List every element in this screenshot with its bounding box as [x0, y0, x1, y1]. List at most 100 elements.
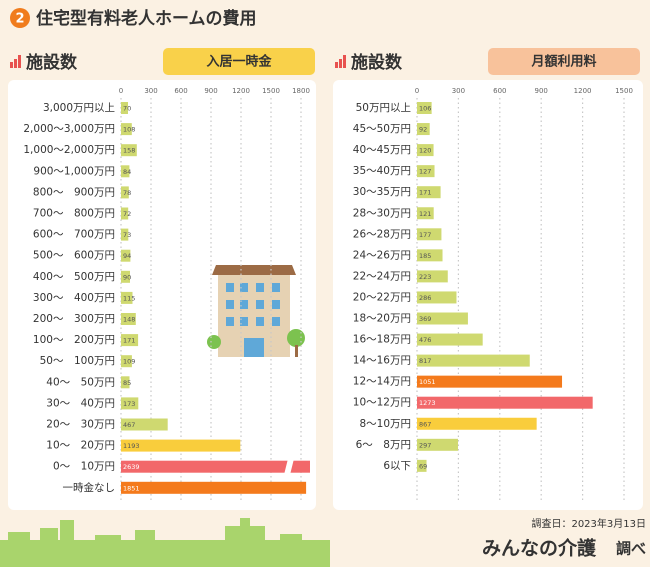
category-label: 18～20万円 — [353, 313, 411, 325]
bar — [417, 459, 427, 472]
title-box — [163, 48, 315, 75]
value-label: 120 — [419, 147, 431, 155]
category-label: 300～ 400万円 — [33, 292, 115, 304]
heading-icon — [339, 59, 342, 68]
bar — [121, 165, 130, 178]
category-label: 2,000～3,000万円 — [23, 123, 115, 135]
bar — [417, 375, 563, 388]
category-label: 50～ 100万円 — [40, 355, 115, 367]
bar — [121, 418, 168, 431]
category-label: 6以下 — [383, 460, 411, 472]
bar — [121, 102, 128, 114]
bar — [417, 333, 483, 346]
category-label: 800～ 900万円 — [33, 186, 115, 198]
category-label: 8～10万円 — [359, 418, 411, 430]
category-label: 45～50万円 — [353, 123, 411, 135]
x-tick-label: 900 — [535, 87, 548, 95]
value-label: 90 — [123, 273, 131, 281]
x-tick-label: 0 — [119, 87, 123, 95]
value-label: 171 — [123, 337, 135, 345]
bars — [121, 102, 310, 494]
category-label: 20～ 30万円 — [46, 419, 115, 431]
value-label: 72 — [123, 210, 131, 218]
value-label: 297 — [419, 441, 431, 449]
value-label: 817 — [419, 357, 431, 365]
page-title: 住宅型有料老人ホームの費用 — [36, 8, 257, 29]
bar — [417, 312, 468, 325]
badge-circle — [10, 8, 30, 28]
chart-title: 月額利用料 — [530, 54, 596, 70]
x-tick-label: 1200 — [232, 87, 250, 95]
category-label: 0～ 10万円 — [53, 461, 115, 473]
heading-icon — [14, 59, 17, 68]
category-label: 30～ 40万円 — [46, 397, 115, 409]
value-label: 109 — [123, 358, 135, 366]
bar-chart: 施設数 月額利用料 0 300 600 900 1200 1500 50万円以上 106 45～50… — [335, 48, 640, 500]
building-illustration — [207, 265, 305, 357]
x-tick-label: 600 — [493, 87, 506, 95]
bar — [121, 228, 129, 241]
value-label: 185 — [419, 252, 431, 260]
category-label: 500～ 600万円 — [33, 250, 115, 262]
value-label: 1851 — [123, 484, 140, 492]
category-label: 35～40万円 — [353, 165, 411, 177]
value-label: 1273 — [419, 399, 436, 407]
category-label: 28～30万円 — [353, 207, 411, 219]
category-label: 20～22万円 — [353, 291, 411, 303]
bar — [121, 207, 129, 220]
bar-break — [284, 458, 294, 475]
x-tick-label: 1500 — [262, 87, 280, 95]
bar — [121, 376, 130, 389]
title-box — [488, 48, 640, 75]
value-label: 108 — [123, 126, 135, 134]
category-label: 200～ 300万円 — [33, 313, 115, 325]
value-label: 467 — [123, 421, 135, 429]
x-tick-label: 1500 — [615, 87, 633, 95]
value-label: 369 — [419, 315, 431, 323]
value-label: 177 — [419, 231, 431, 239]
bar — [417, 165, 435, 178]
bar — [121, 439, 241, 452]
bar — [417, 270, 448, 283]
source-suffix: 調べ — [616, 540, 646, 558]
bar — [121, 144, 137, 157]
bar — [417, 228, 442, 241]
bar — [121, 291, 133, 304]
category-label: 24～26万円 — [353, 249, 411, 261]
heading-icon — [335, 62, 338, 68]
bar — [417, 417, 537, 430]
x-tick-label: 900 — [204, 87, 217, 95]
bar — [121, 313, 136, 325]
category-label: 40～45万円 — [353, 144, 411, 156]
heading-icon — [10, 62, 13, 68]
value-label: 223 — [419, 273, 431, 281]
chart-title: 入居一時金 — [206, 54, 272, 70]
value-label: 69 — [419, 462, 427, 470]
value-label: 286 — [419, 294, 431, 302]
survey-date: 調査日：2023年3月13日 — [531, 517, 646, 530]
heading-icon — [18, 55, 21, 68]
value-label: 85 — [123, 379, 131, 387]
category-label: 400～ 500万円 — [33, 271, 115, 283]
category-label: 100～ 200万円 — [33, 334, 115, 346]
bar — [121, 270, 130, 283]
category-label: 16～18万円 — [353, 334, 411, 346]
x-tick-label: 300 — [144, 87, 157, 95]
value-label: 70 — [123, 105, 131, 113]
category-label: 30～35万円 — [353, 186, 411, 198]
value-label: 92 — [419, 126, 427, 134]
value-label: 106 — [419, 105, 431, 113]
value-label: 158 — [123, 147, 135, 155]
bar — [121, 460, 310, 473]
value-label: 148 — [123, 316, 135, 324]
bar — [121, 249, 131, 262]
category-label: 10～12万円 — [353, 397, 411, 409]
bar — [417, 354, 530, 367]
city-silhouette — [0, 518, 330, 567]
bar — [121, 481, 307, 494]
bar — [121, 355, 132, 368]
bar — [417, 102, 432, 114]
value-label: 173 — [123, 400, 135, 408]
value-label: 867 — [419, 420, 431, 428]
